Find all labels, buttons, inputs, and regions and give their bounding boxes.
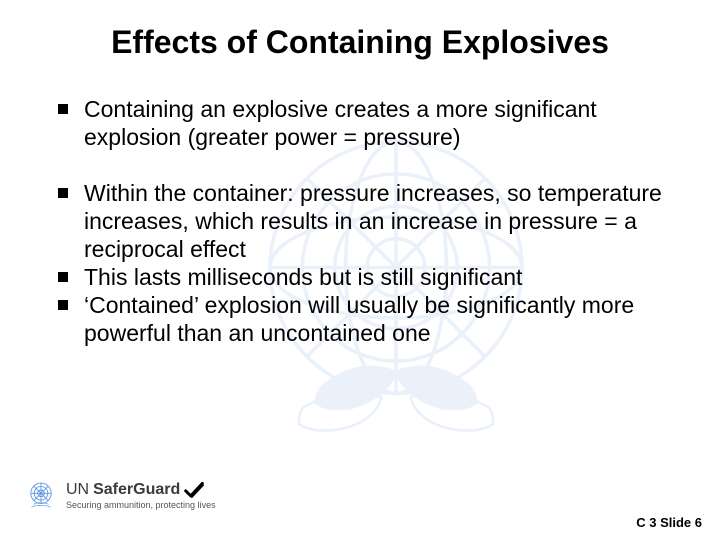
footer-org-prefix: UN	[66, 482, 89, 498]
bullet-item: Within the container: pressure increases…	[58, 179, 680, 263]
slide-title: Effects of Containing Explosives	[40, 24, 680, 61]
bullet-gap	[40, 151, 680, 179]
footer-org-name: UN SaferGuard	[66, 481, 216, 499]
checkmark-icon	[184, 481, 204, 499]
footer-tagline: Securing ammunition, protecting lives	[66, 501, 216, 510]
bullet-item: ‘Contained’ explosion will usually be si…	[58, 291, 680, 347]
un-emblem-icon	[24, 478, 58, 512]
slide-container: Effects of Containing Explosives Contain…	[0, 0, 720, 540]
footer-org-main: SaferGuard	[93, 482, 180, 498]
bullet-item: Containing an explosive creates a more s…	[58, 95, 680, 151]
footer-logo: UN SaferGuard Securing ammunition, prote…	[24, 478, 216, 512]
bullet-list: Containing an explosive creates a more s…	[40, 95, 680, 151]
bullet-item: This lasts milliseconds but is still sig…	[58, 263, 680, 291]
slide-number: C 3 Slide 6	[636, 515, 702, 530]
bullet-list: Within the container: pressure increases…	[40, 179, 680, 347]
footer-text-block: UN SaferGuard Securing ammunition, prote…	[66, 481, 216, 510]
